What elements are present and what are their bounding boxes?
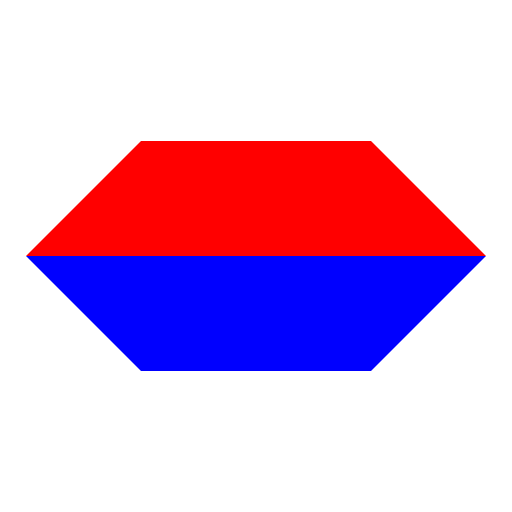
- hexagon-bottom-half: [26, 256, 486, 371]
- hexagon-top-half: [26, 141, 486, 256]
